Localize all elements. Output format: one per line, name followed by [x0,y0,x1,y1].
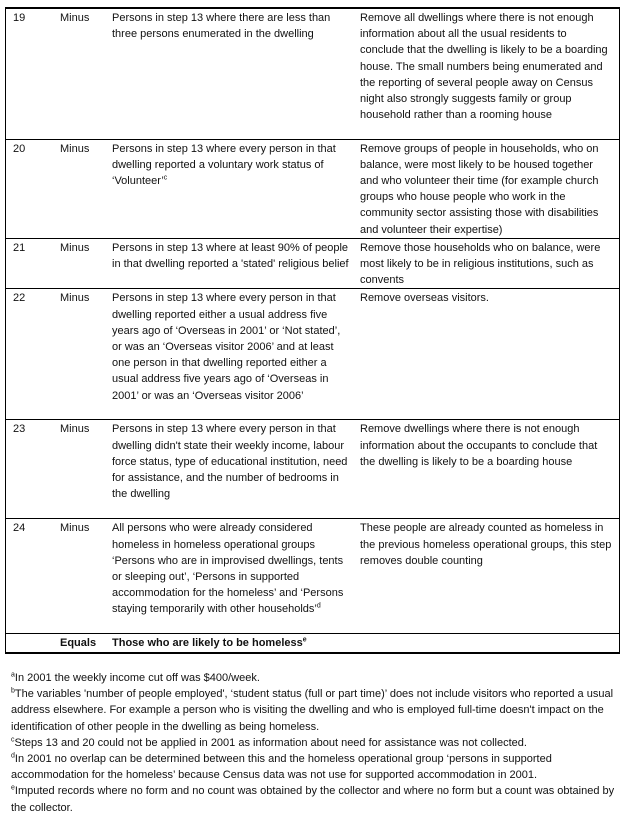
criteria: Persons in step 13 where at least 90% of… [112,237,360,290]
criteria: Persons in step 13 where every person in… [112,138,360,239]
operation: Minus [60,138,112,239]
table-row: 20 Minus Persons in step 13 where every … [5,138,620,239]
criteria: All persons who were already considered … [112,518,360,635]
table-row: 24 Minus All persons who were already co… [5,518,620,635]
footnote: bThe variables 'number of people employe… [11,687,614,733]
footnote: aIn 2001 the weekly income cut off was $… [11,671,260,684]
operation: Minus [60,7,112,140]
rationale: These people are already counted as home… [360,518,620,635]
step-number: 24 [5,518,60,635]
step-number: 21 [5,237,60,290]
operation: Minus [60,518,112,635]
step-number: 19 [5,7,60,140]
step-number: 22 [5,288,60,421]
footnote: eImputed records where no form and no co… [11,784,615,814]
table-row: 22 Minus Persons in step 13 where every … [5,288,620,421]
total-row: Equals Those who are likely to be homele… [5,633,620,654]
footnotes: aIn 2001 the weekly income cut off was $… [11,670,616,816]
operation: Equals [60,633,112,654]
rationale: Remove groups of people in households, w… [360,138,620,239]
footnote: cSteps 13 and 20 could not be applied in… [11,736,527,749]
total-label: Those who are likely to be homelesse [112,633,620,654]
step-number: 20 [5,138,60,239]
table-row: 21 Minus Persons in step 13 where at lea… [5,237,620,290]
rationale: Remove dwellings where there is not enou… [360,419,620,520]
rationale: Remove overseas visitors. [360,288,620,421]
operation: Minus [60,419,112,520]
operation: Minus [60,288,112,421]
rationale: Remove those households who on balance, … [360,237,620,290]
step-number [5,633,60,654]
rationale: Remove all dwellings where there is not … [360,7,620,140]
step-number: 23 [5,419,60,520]
footnote: dIn 2001 no overlap can be determined be… [11,752,552,782]
table-row: 19 Minus Persons in step 13 where there … [5,7,620,140]
operation: Minus [60,237,112,290]
table-row: 23 Minus Persons in step 13 where every … [5,419,620,520]
criteria: Persons in step 13 where there are less … [112,7,360,140]
homeless-steps-table: 19 Minus Persons in step 13 where there … [5,7,620,654]
criteria: Persons in step 13 where every person in… [112,288,360,421]
criteria: Persons in step 13 where every person in… [112,419,360,520]
